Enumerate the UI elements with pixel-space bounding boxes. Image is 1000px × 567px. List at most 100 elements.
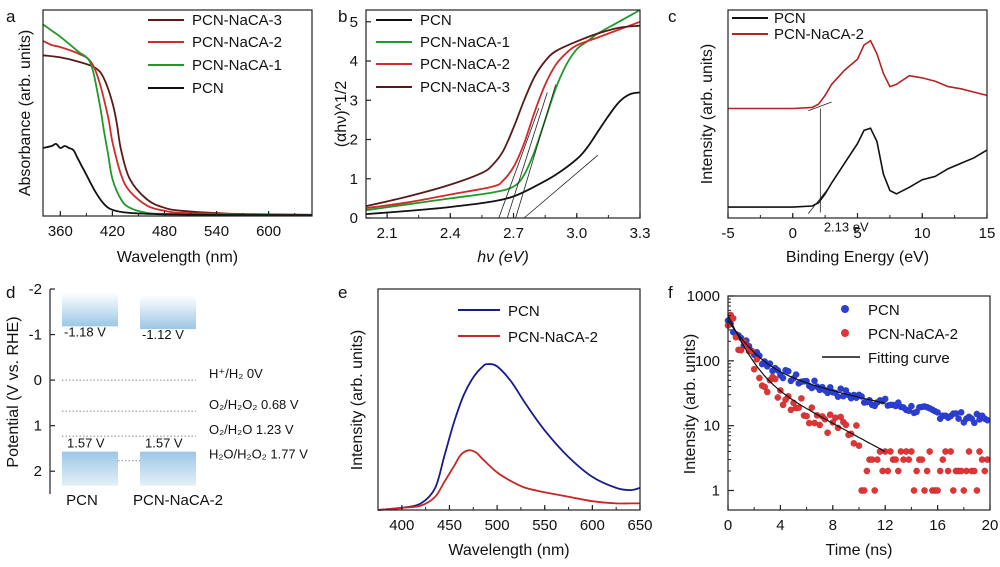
data-point-PCN-NaCA-2: [921, 487, 928, 494]
y-tick-label: 0: [350, 210, 358, 227]
y-tick-label: 3: [350, 92, 358, 109]
conduction-band-label: -1.18 V: [64, 324, 106, 339]
y-tick-label: 1000: [687, 288, 720, 305]
x-axis-label: Time (ns): [826, 542, 893, 559]
panel-d: -2 -1 0 1 2 Potential (V vs. RHE) H⁺/H₂ 0V O₂/H…: [5, 281, 308, 509]
data-point-PCN-NaCA-2: [965, 448, 973, 455]
y-tick-label: 4: [350, 53, 358, 70]
panel-label-d: d: [6, 283, 15, 302]
legend-entry-PCN-NaCA-1: PCN-NaCA-1: [420, 34, 510, 51]
data-point-PCN-NaCA-2: [884, 467, 892, 475]
data-point-PCN-NaCA-2: [816, 421, 824, 429]
data-point-PCN: [784, 367, 792, 375]
legend-entry-PCN-NaCA-2: PCN-NaCA-2: [508, 329, 598, 346]
y-axis-label: Absorbance (arb. units): [17, 30, 34, 196]
data-point-PCN-NaCA-2: [960, 487, 968, 494]
x-axis-label: hν (eV): [477, 249, 529, 266]
legend-entry-Fitting curve: Fitting curve: [868, 350, 950, 367]
data-point-PCN-NaCA-2: [837, 413, 845, 421]
y-tick-label: 2: [34, 463, 42, 480]
panel-label-a: a: [6, 7, 16, 26]
series-line-PCN-NaCA-2: [728, 39, 988, 110]
data-point-PCN-NaCA-2: [750, 365, 758, 373]
data-point-PCN: [955, 415, 963, 423]
x-tick-label: 540: [204, 223, 229, 240]
x-tick-label: 3.3: [630, 225, 651, 242]
x-tick-label: 360: [48, 223, 73, 240]
data-point-PCN-NaCA-2: [907, 448, 915, 455]
valence-band-label: 1.57 V: [145, 436, 183, 451]
y-axis-label: Intensity (arb. units): [699, 44, 716, 185]
y-axis-label: Intensity (arb. units): [682, 334, 699, 475]
valence-band: [140, 451, 196, 486]
data-point-PCN-NaCA-2: [873, 456, 881, 464]
data-point-PCN-NaCA-2: [842, 421, 850, 429]
material-name: PCN: [66, 492, 98, 509]
legend-entry-PCN-NaCA-2: PCN-NaCA-2: [774, 26, 864, 43]
series-line-PCN-NaCA-3: [42, 54, 313, 216]
panel-label-b: b: [338, 7, 347, 26]
potential-level-label: H⁺/H₂ 0V: [209, 366, 263, 381]
legend-entry-PCN-NaCA-2: PCN-NaCA-2: [420, 56, 510, 73]
data-point-PCN-NaCA-2: [976, 448, 983, 455]
data-point-PCN-NaCA-2: [981, 467, 989, 475]
tauc-tangent: [523, 154, 599, 219]
x-tick-label: 600: [580, 517, 605, 534]
data-point-PCN-NaCA-2: [934, 487, 942, 494]
x-tick-label: 2.1: [377, 225, 398, 242]
series-line-PCN-NaCA-2: [377, 449, 640, 511]
data-point-PCN-NaCA-2: [918, 456, 926, 464]
legend-entry-PCN: PCN: [508, 303, 540, 320]
x-tick-label: 12: [877, 517, 894, 534]
data-point-PCN-NaCA-2: [936, 467, 944, 475]
x-axis-label: Binding Energy (eV): [786, 249, 929, 266]
panel-f: 0 4 8 12 16 20 1 10 100 1000 Time (ns) Intensity (a…: [682, 288, 998, 559]
tauc-tangent: [498, 107, 540, 219]
data-point-PCN: [907, 402, 915, 410]
x-tick-label: 450: [437, 517, 462, 534]
x-tick-label: 0: [789, 225, 797, 242]
y-tick-label: 10: [703, 418, 720, 435]
plot-frame: [42, 9, 313, 217]
x-tick-label: 420: [100, 223, 125, 240]
valence-band-label: 1.57 V: [67, 436, 105, 451]
series-line-PCN: [728, 127, 988, 208]
panel-label-e: e: [338, 283, 347, 302]
data-point-PCN-NaCA-2: [755, 374, 763, 382]
legend-entry-PCN-NaCA-3: PCN-NaCA-3: [192, 12, 282, 29]
tauc-tangent: [515, 84, 557, 219]
data-point-PCN: [881, 395, 889, 403]
y-tick-label: 5: [350, 14, 358, 31]
x-tick-label: 20: [982, 517, 999, 534]
data-point-PCN-NaCA-2: [913, 467, 921, 475]
tauc-tangent: [506, 92, 548, 219]
data-point-PCN-NaCA-2: [774, 394, 782, 401]
y-tick-label: -1: [29, 327, 42, 344]
panel-e: 400 450 500 550 600 650 Wavelength (nm) Intensi…: [349, 288, 653, 559]
y-tick-label: 0: [34, 372, 42, 389]
y-tick-label: 2: [350, 132, 358, 149]
x-tick-label: 600: [256, 223, 281, 240]
data-point-PCN: [811, 377, 818, 385]
fitting-curve-line: [727, 315, 886, 453]
y-axis-label: Potential (V vs. RHE): [5, 316, 22, 467]
edge-tangent-line: [808, 101, 832, 112]
y-tick-label: 1: [34, 418, 42, 435]
data-point-PCN-NaCA-2: [910, 487, 918, 494]
panel-c: 2.13 eV -5 0 5 10 15 Binding Energy (eV) Intens…: [699, 9, 995, 266]
data-point-PCN: [779, 374, 787, 382]
data-point-PCN-NaCA-2: [944, 467, 952, 475]
data-point-PCN-NaCA-2: [939, 456, 947, 464]
y-tick-label: 1: [350, 171, 358, 188]
series-line-PCN-NaCA-2: [42, 40, 313, 216]
x-axis-label: Wavelength (nm): [448, 542, 569, 559]
data-point-PCN-NaCA-2: [949, 487, 957, 494]
legend-entry-PCN: PCN: [774, 10, 806, 27]
x-tick-label: 5: [853, 225, 861, 242]
legend-entry-PCN: PCN: [420, 12, 452, 29]
y-axis-label: Intensity (arb. units): [349, 330, 366, 471]
legend-entry-PCN-NaCA-1: PCN-NaCA-1: [192, 57, 282, 74]
data-point-PCN-NaCA-2: [947, 448, 955, 455]
x-tick-label: 400: [389, 517, 414, 534]
